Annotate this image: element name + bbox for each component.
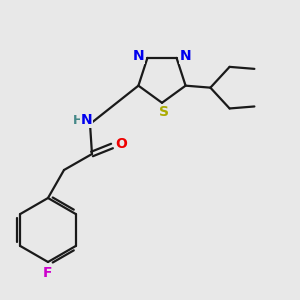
Text: N: N: [133, 49, 144, 63]
Text: H: H: [73, 113, 83, 127]
Text: N: N: [81, 113, 93, 127]
Text: F: F: [43, 266, 53, 280]
Text: O: O: [115, 137, 127, 151]
Text: S: S: [159, 105, 169, 118]
Text: N: N: [180, 49, 191, 63]
